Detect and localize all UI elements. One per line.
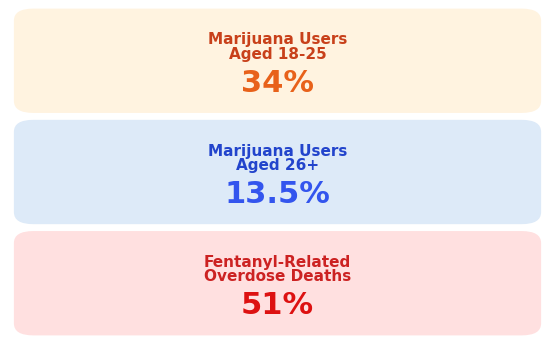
Text: Marijuana Users: Marijuana Users [208,32,347,47]
Text: Marijuana Users: Marijuana Users [208,143,347,159]
Text: Aged 18-25: Aged 18-25 [229,47,326,62]
Text: Aged 26+: Aged 26+ [236,158,319,173]
Text: 13.5%: 13.5% [225,180,330,209]
Text: 34%: 34% [241,69,314,98]
FancyBboxPatch shape [14,120,541,224]
Text: Fentanyl-Related: Fentanyl-Related [204,255,351,270]
FancyBboxPatch shape [14,9,541,113]
Text: Overdose Deaths: Overdose Deaths [204,269,351,284]
FancyBboxPatch shape [14,231,541,335]
Text: 51%: 51% [241,291,314,320]
